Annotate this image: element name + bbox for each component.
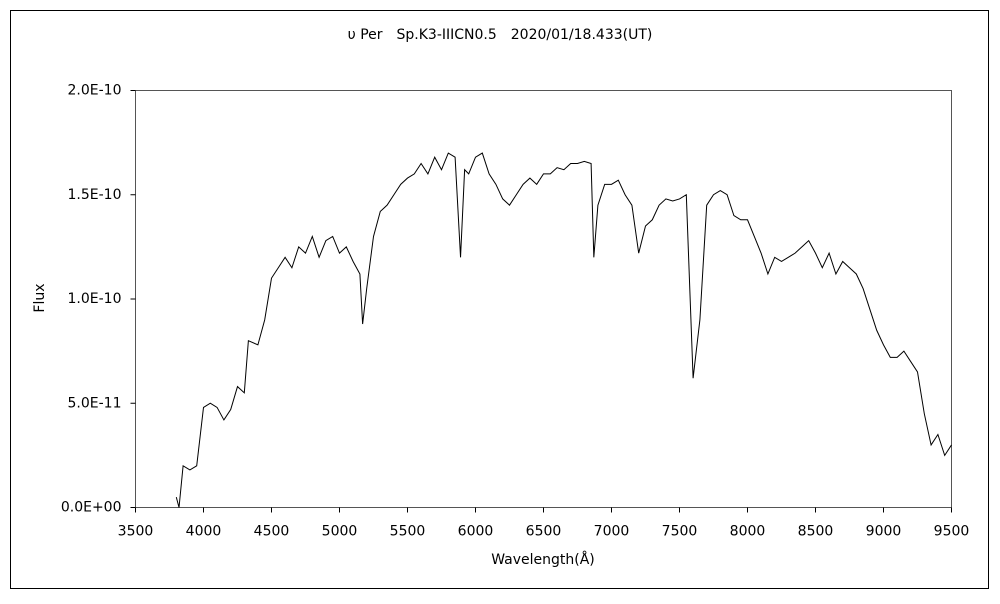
spectrum-line bbox=[175, 152, 952, 508]
y-tick-label: 1.5E-10 bbox=[68, 187, 122, 203]
y-tick-label: 2.0E-10 bbox=[68, 83, 122, 99]
x-tick-label: 4000 bbox=[186, 524, 222, 540]
x-tick-label: 4500 bbox=[254, 524, 290, 540]
plot-area bbox=[135, 90, 952, 508]
x-tick-label: 7500 bbox=[662, 524, 698, 540]
x-tick-label: 6000 bbox=[458, 524, 494, 540]
x-axis-label: Wavelength(Å) bbox=[491, 551, 595, 568]
x-tick-label: 9000 bbox=[866, 524, 902, 540]
x-tick-label: 5500 bbox=[390, 524, 426, 540]
frame bbox=[10, 10, 989, 589]
y-tick-label: 5.0E-11 bbox=[68, 395, 122, 411]
y-tick-label: 1.0E-10 bbox=[68, 291, 122, 307]
y-axis-label: Flux bbox=[32, 283, 48, 312]
x-tick-label: 5000 bbox=[322, 524, 358, 540]
x-tick-label: 9500 bbox=[934, 524, 970, 540]
x-tick-label: 8000 bbox=[730, 524, 766, 540]
x-tick-label: 3500 bbox=[118, 524, 154, 540]
x-tick-label: 8500 bbox=[798, 524, 834, 540]
y-tick-label: 0.0E+00 bbox=[61, 500, 122, 516]
chart-title: υ Per Sp.K3-IIICN0.5 2020/01/18.433(UT) bbox=[348, 27, 653, 43]
x-tick-label: 7000 bbox=[594, 524, 630, 540]
x-tick-label: 6500 bbox=[526, 524, 562, 540]
